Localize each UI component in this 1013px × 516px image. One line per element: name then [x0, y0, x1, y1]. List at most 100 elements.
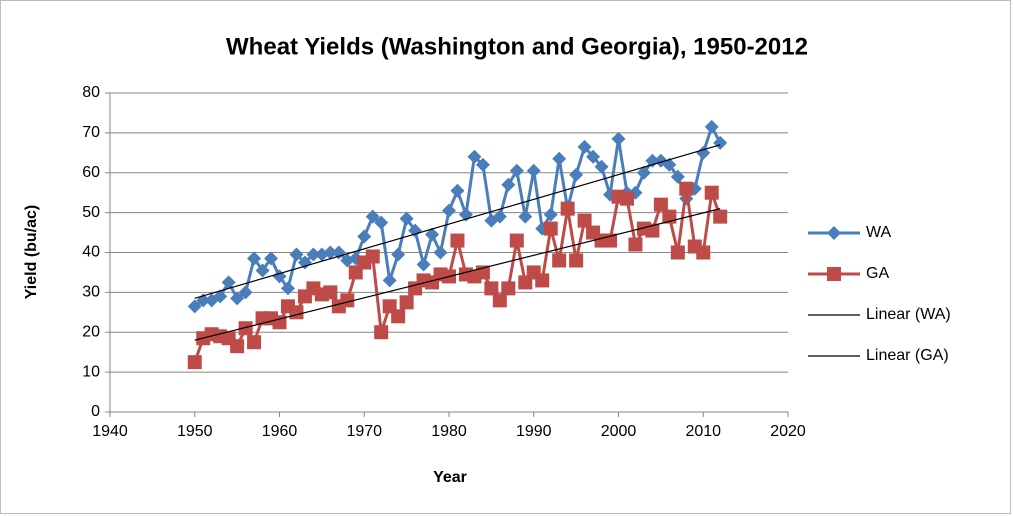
x-tick-label: 2010: [685, 423, 721, 440]
series-line: [194, 144, 721, 299]
marker: [535, 273, 550, 288]
x-tick-label: 1960: [262, 423, 298, 440]
y-tick-label: 40: [82, 244, 100, 261]
marker: [230, 339, 245, 354]
marker: [340, 293, 355, 308]
marker: [679, 181, 694, 196]
marker: [323, 285, 338, 300]
marker: [264, 251, 279, 266]
y-tick-label: 80: [82, 84, 100, 101]
marker: [221, 275, 236, 290]
marker: [704, 119, 719, 134]
marker: [230, 291, 245, 306]
marker: [187, 299, 202, 314]
marker: [827, 226, 841, 240]
series-line: [194, 208, 721, 341]
legend-label: WA: [866, 224, 892, 241]
marker: [526, 163, 541, 178]
x-tick-label: 1980: [431, 423, 467, 440]
y-tick-label: 0: [91, 403, 100, 420]
marker: [450, 183, 465, 198]
y-tick-label: 20: [82, 323, 100, 340]
marker: [670, 169, 685, 184]
marker: [365, 249, 380, 264]
marker: [569, 167, 584, 182]
marker: [636, 165, 651, 180]
marker: [272, 315, 287, 330]
marker: [653, 197, 668, 212]
marker: [416, 257, 431, 272]
marker: [382, 273, 397, 288]
marker: [827, 267, 841, 281]
y-tick-label: 30: [82, 284, 100, 301]
marker: [552, 253, 567, 268]
legend-label: Linear (WA): [866, 306, 951, 323]
marker: [594, 159, 609, 174]
x-tick-label: 1940: [92, 423, 128, 440]
marker: [492, 209, 507, 224]
marker: [247, 335, 262, 350]
marker: [238, 321, 253, 336]
marker: [509, 163, 524, 178]
marker: [425, 227, 440, 242]
marker: [408, 223, 423, 238]
marker: [518, 209, 533, 224]
marker: [475, 157, 490, 172]
marker: [509, 233, 524, 248]
marker: [611, 131, 626, 146]
marker: [374, 215, 389, 230]
marker: [433, 245, 448, 260]
marker: [357, 229, 372, 244]
y-tick-label: 10: [82, 363, 100, 380]
x-tick-label: 1950: [177, 423, 213, 440]
marker: [501, 281, 516, 296]
marker: [577, 213, 592, 228]
marker: [543, 207, 558, 222]
marker: [391, 247, 406, 262]
marker: [374, 325, 389, 340]
marker: [289, 305, 304, 320]
marker: [645, 153, 660, 168]
marker: [297, 255, 312, 270]
marker: [280, 281, 295, 296]
chart-title: Wheat Yields (Washington and Georgia), 1…: [226, 33, 808, 60]
marker: [331, 245, 346, 260]
marker: [696, 245, 711, 260]
marker: [306, 247, 321, 262]
y-tick-label: 70: [82, 124, 100, 141]
marker: [467, 149, 482, 164]
marker: [399, 295, 414, 310]
marker: [247, 251, 262, 266]
marker: [442, 203, 456, 218]
marker: [365, 209, 380, 224]
marker: [213, 289, 228, 304]
marker: [289, 247, 304, 262]
x-axis-label: Year: [433, 469, 467, 486]
legend-label: GA: [866, 265, 889, 282]
x-tick-label: 2000: [601, 423, 637, 440]
marker: [187, 355, 202, 370]
y-tick-label: 50: [82, 204, 100, 221]
x-tick-label: 1970: [346, 423, 382, 440]
marker: [577, 139, 592, 154]
marker: [238, 285, 253, 300]
marker: [713, 209, 728, 224]
marker: [492, 293, 507, 308]
x-tick-label: 2020: [770, 423, 806, 440]
marker: [704, 185, 719, 200]
marker: [586, 149, 601, 164]
marker: [619, 191, 634, 206]
marker: [255, 263, 270, 278]
marker: [391, 309, 406, 324]
marker: [552, 151, 567, 166]
marker: [560, 201, 575, 216]
x-tick-label: 1990: [516, 423, 552, 440]
marker: [484, 281, 499, 296]
marker: [399, 211, 414, 226]
y-tick-label: 60: [82, 164, 100, 181]
marker: [569, 253, 584, 268]
marker: [543, 221, 558, 236]
marker: [323, 245, 338, 260]
